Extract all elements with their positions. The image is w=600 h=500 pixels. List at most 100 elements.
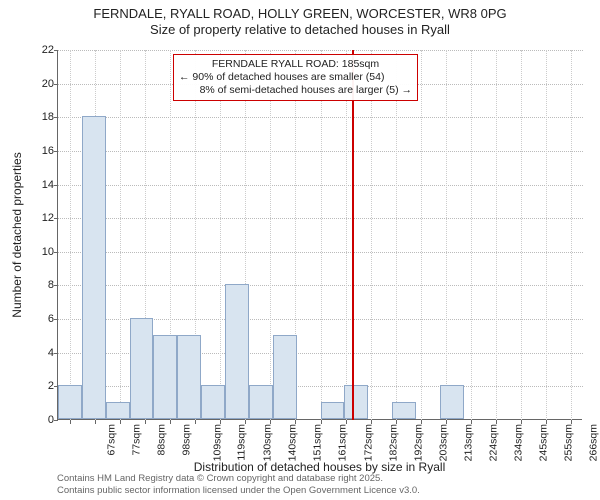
xtick-label: 234sqm [512, 424, 524, 461]
title-line-2: Size of property relative to detached ho… [150, 22, 450, 37]
xtick-mark [571, 420, 572, 424]
ytick-mark [54, 319, 58, 320]
x-axis-label: Distribution of detached houses by size … [57, 460, 582, 474]
gridline-v [371, 50, 372, 420]
xtick-mark [145, 420, 146, 424]
ytick-mark [54, 218, 58, 219]
xtick-label: 130sqm [262, 424, 274, 461]
ytick-label: 20 [30, 78, 54, 90]
xtick-label: 182sqm [387, 424, 399, 461]
ytick-label: 4 [30, 347, 54, 359]
histogram-bar [58, 385, 82, 419]
xtick-mark [396, 420, 397, 424]
xtick-mark [371, 420, 372, 424]
xtick-label: 88sqm [156, 424, 168, 456]
annotation-line-1: FERNDALE RYALL ROAD: 185sqm [179, 58, 412, 71]
xtick-label: 77sqm [131, 424, 143, 456]
annotation-box: FERNDALE RYALL ROAD: 185sqm← 90% of deta… [173, 54, 418, 101]
histogram-bar [249, 385, 273, 419]
xtick-mark [245, 420, 246, 424]
gridline-v [220, 50, 221, 420]
annotation-line-3: 8% of semi-detached houses are larger (5… [179, 84, 412, 97]
ytick-mark [54, 151, 58, 152]
xtick-mark [95, 420, 96, 424]
gridline-v [346, 50, 347, 420]
xtick-label: 151sqm [312, 424, 324, 461]
reference-line [352, 50, 354, 420]
xtick-mark [471, 420, 472, 424]
xtick-label: 161sqm [337, 424, 349, 461]
annotation-line-2: ← 90% of detached houses are smaller (54… [179, 71, 412, 84]
histogram-bar [201, 385, 225, 419]
xtick-label: 213sqm [462, 424, 474, 461]
ytick-label: 2 [30, 380, 54, 392]
histogram-bar [153, 335, 177, 419]
ytick-label: 6 [30, 313, 54, 325]
xtick-mark [496, 420, 497, 424]
xtick-mark [170, 420, 171, 424]
xtick-label: 98sqm [181, 424, 193, 456]
ytick-mark [54, 285, 58, 286]
xtick-label: 255sqm [562, 424, 574, 461]
gridline-v [270, 50, 271, 420]
ytick-label: 8 [30, 279, 54, 291]
xtick-label: 192sqm [412, 424, 424, 461]
histogram-bar [344, 385, 368, 419]
gridline-v [496, 50, 497, 420]
ytick-mark [54, 185, 58, 186]
xtick-label: 140sqm [287, 424, 299, 461]
ytick-mark [54, 420, 58, 421]
ytick-mark [54, 117, 58, 118]
xtick-mark [346, 420, 347, 424]
y-axis-label-container: Number of detached properties [10, 0, 26, 50]
xtick-mark [195, 420, 196, 424]
gridline-v [321, 50, 322, 420]
gridline-v [421, 50, 422, 420]
xtick-mark [546, 420, 547, 424]
ytick-mark [54, 252, 58, 253]
ytick-mark [54, 353, 58, 354]
xtick-mark [446, 420, 447, 424]
ytick-label: 0 [30, 414, 54, 426]
histogram-bar [273, 335, 297, 419]
chart-root: FERNDALE, RYALL ROAD, HOLLY GREEN, WORCE… [0, 0, 600, 500]
footer-line-1: Contains HM Land Registry data © Crown c… [57, 473, 383, 484]
ytick-mark [54, 50, 58, 51]
xtick-label: 67sqm [105, 424, 117, 456]
histogram-bar [440, 385, 464, 419]
ytick-label: 12 [30, 212, 54, 224]
histogram-bar [82, 116, 106, 419]
ytick-label: 22 [30, 44, 54, 56]
gridline-v [521, 50, 522, 420]
xtick-mark [70, 420, 71, 424]
xtick-mark [220, 420, 221, 424]
gridline-v [471, 50, 472, 420]
gridline-v [120, 50, 121, 420]
y-axis-label: Number of detached properties [10, 50, 24, 420]
title-line-1: FERNDALE, RYALL ROAD, HOLLY GREEN, WORCE… [93, 6, 506, 21]
ytick-label: 10 [30, 246, 54, 258]
histogram-bar [321, 402, 345, 419]
xtick-mark [321, 420, 322, 424]
histogram-bar [106, 402, 130, 419]
ytick-mark [54, 84, 58, 85]
plot-outer: 024681012141618202267sqm77sqm88sqm98sqm1… [57, 50, 582, 420]
histogram-bar [177, 335, 201, 419]
xtick-label: 172sqm [362, 424, 374, 461]
gridline-v [70, 50, 71, 420]
gridline-v [396, 50, 397, 420]
xtick-mark [270, 420, 271, 424]
plot-area: 024681012141618202267sqm77sqm88sqm98sqm1… [57, 50, 582, 420]
xtick-mark [120, 420, 121, 424]
xtick-label: 109sqm [212, 424, 224, 461]
xtick-label: 119sqm [236, 424, 248, 461]
histogram-bar [130, 318, 154, 419]
chart-title: FERNDALE, RYALL ROAD, HOLLY GREEN, WORCE… [0, 6, 600, 39]
gridline-v [446, 50, 447, 420]
ytick-label: 18 [30, 111, 54, 123]
xtick-mark [521, 420, 522, 424]
histogram-bar [392, 402, 416, 419]
xtick-mark [421, 420, 422, 424]
xtick-label: 224sqm [487, 424, 499, 461]
xtick-label: 245sqm [537, 424, 549, 461]
